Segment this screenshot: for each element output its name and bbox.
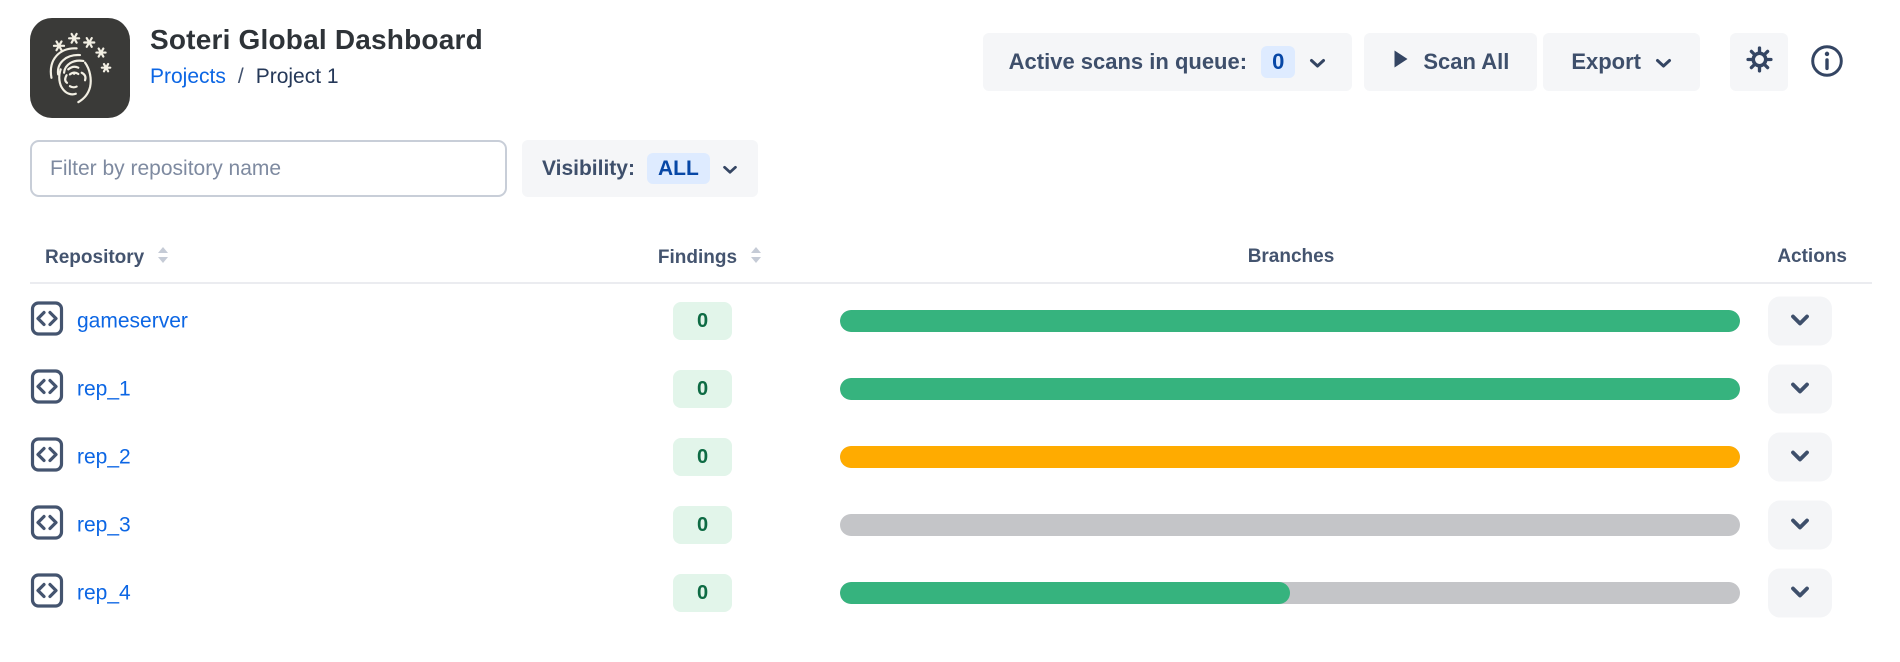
row-actions-button[interactable] [1768,296,1832,346]
table-row: rep_3 0 [0,491,1900,559]
play-icon [1392,49,1409,75]
breadcrumb: Projects / Project 1 [150,65,483,89]
settings-button[interactable] [1730,33,1788,91]
branch-progress-fill [840,378,1740,400]
branch-progress-fill [840,582,1290,604]
branch-progress-track [840,582,1740,604]
chevron-down-icon [1790,381,1810,397]
title-block: Soteri Global Dashboard Projects / Proje… [150,24,483,89]
code-repository-icon [30,301,64,342]
branch-progress-fill [840,310,1740,332]
repository-cell: gameserver [30,301,188,342]
column-header-actions: Actions [1777,246,1847,267]
branch-progress-track [840,514,1740,536]
soteri-face-logo-icon [38,24,122,113]
repository-cell: rep_3 [30,505,131,546]
scan-all-button[interactable]: Scan All [1364,33,1538,91]
chevron-down-icon [1655,49,1672,75]
column-header-branches: Branches [1247,246,1335,267]
row-actions-button[interactable] [1768,432,1832,482]
code-repository-icon [30,437,64,478]
chevron-down-icon [1790,517,1810,533]
chevron-down-icon [1790,449,1810,465]
visibility-dropdown[interactable]: Visibility: ALL [522,140,758,197]
queue-count-badge: 0 [1261,45,1296,79]
active-scans-queue-dropdown[interactable]: Active scans in queue: 0 [982,33,1353,91]
chevron-down-icon [1790,313,1810,329]
table-row: rep_2 0 [0,423,1900,491]
row-actions-button[interactable] [1768,364,1832,414]
toolbar: Active scans in queue: 0 Scan All Export [982,33,1850,91]
repository-filter-input[interactable] [30,140,507,197]
repo-link[interactable]: rep_2 [77,445,131,468]
info-button[interactable] [1804,33,1850,91]
branch-progress-fill [840,446,1740,468]
visibility-value-badge: ALL [646,152,710,185]
table-row: gameserver 0 [0,287,1900,355]
info-circle-icon [1809,43,1845,82]
queue-label: Active scans in queue: [1008,49,1248,74]
row-actions-button[interactable] [1768,568,1832,618]
export-button[interactable]: Export [1543,33,1700,91]
findings-badge: 0 [673,302,732,340]
chevron-down-icon [722,157,738,181]
table-header: Repository Findings Branches Actions [0,246,1900,274]
repo-table-rows: gameserver 0 r [0,287,1900,627]
findings-badge: 0 [673,370,732,408]
repo-link[interactable]: gameserver [77,309,188,332]
repository-cell: rep_1 [30,369,131,410]
repo-link[interactable]: rep_4 [77,581,131,604]
header-divider [30,282,1872,284]
repository-cell: rep_4 [30,573,131,614]
branch-progress-track [840,310,1740,332]
branch-progress-track [840,378,1740,400]
repo-link[interactable]: rep_1 [77,377,131,400]
page-title: Soteri Global Dashboard [150,24,483,55]
sort-toggle-icon [750,246,762,270]
findings-badge: 0 [673,574,732,612]
visibility-label: Visibility: [542,156,635,180]
chevron-down-icon [1309,49,1326,75]
sort-toggle-icon [157,246,169,270]
chevron-down-icon [1790,585,1810,601]
table-row: rep_4 0 [0,559,1900,627]
findings-badge: 0 [673,438,732,476]
repo-link[interactable]: rep_3 [77,513,131,536]
settings-gear-icon [1745,45,1773,79]
scan-all-label: Scan All [1423,49,1510,74]
repository-cell: rep_2 [30,437,131,478]
findings-badge: 0 [673,506,732,544]
breadcrumb-separator: / [237,65,244,88]
export-label: Export [1571,49,1641,74]
breadcrumb-projects-link[interactable]: Projects [150,65,226,88]
column-header-findings[interactable]: Findings [640,246,780,270]
code-repository-icon [30,369,64,410]
breadcrumb-current: Project 1 [255,65,339,88]
branch-progress-track [840,446,1740,468]
column-header-repository[interactable]: Repository [45,246,169,270]
code-repository-icon [30,505,64,546]
code-repository-icon [30,573,64,614]
table-row: rep_1 0 [0,355,1900,423]
soteri-logo [30,18,130,118]
row-actions-button[interactable] [1768,500,1832,550]
